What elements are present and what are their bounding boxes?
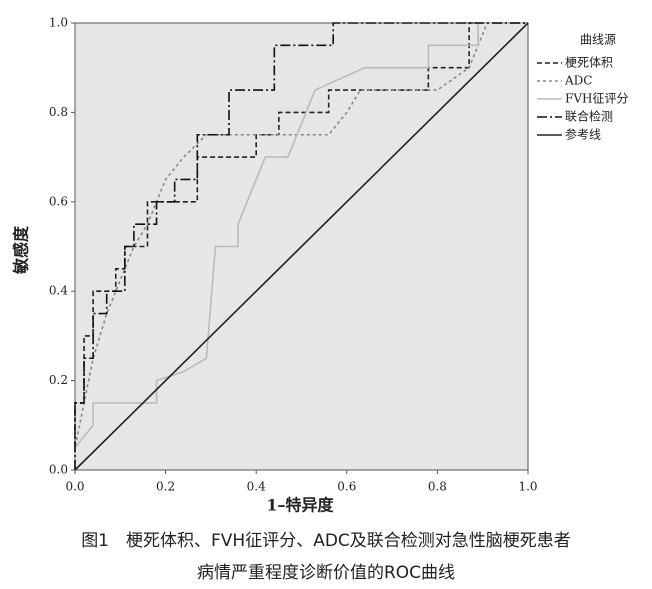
legend-label: 梗死体积: [565, 55, 613, 70]
y-tick-label: 0.4: [49, 284, 68, 298]
y-tick-label: 0.0: [49, 463, 68, 477]
x-tick-label: 1.0: [518, 480, 537, 494]
y-tick-label: 0.8: [49, 105, 68, 119]
roc-line: [74, 22, 529, 471]
x-axis-label: 1–特异度: [266, 496, 334, 515]
x-tick-label: 0.2: [156, 480, 175, 494]
legend-label: 参考线: [565, 127, 601, 142]
y-tick-label: 1.0: [49, 16, 68, 30]
caption: 图1 梗死体积、FVH征评分、ADC及联合检测对急性脑梗死患者: [81, 531, 571, 551]
x-tick-label: 0.6: [337, 480, 356, 494]
x-tick-label: 0.8: [428, 480, 447, 494]
y-tick-label: 0.6: [49, 194, 68, 208]
caption: 病情严重程度诊断价值的ROC曲线: [197, 563, 455, 583]
roc-line: [74, 22, 528, 470]
legend-label: 联合检测: [565, 109, 613, 124]
legend-title: 曲线源: [580, 33, 616, 47]
x-tick-label: 0.0: [65, 480, 84, 494]
roc-line: [74, 22, 528, 470]
legend-label: FVH征评分: [565, 92, 628, 106]
legend-label: ADC: [564, 74, 592, 88]
x-tick-label: 0.4: [247, 480, 266, 494]
y-axis-label: 敏感度: [12, 225, 31, 275]
y-tick-label: 0.2: [49, 373, 68, 387]
